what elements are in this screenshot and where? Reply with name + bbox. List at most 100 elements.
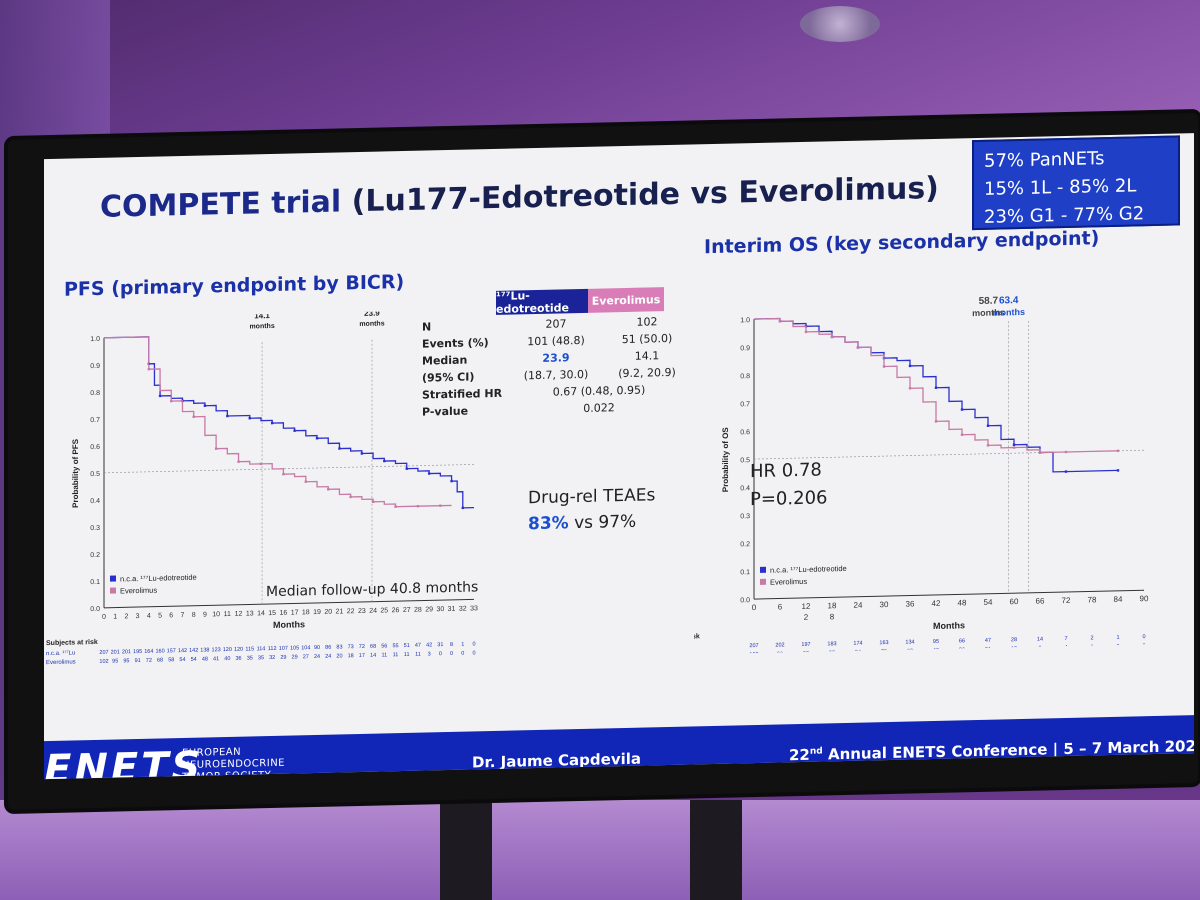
censor-mark [934, 386, 938, 389]
row-value-everolimus: 14.1 [634, 349, 660, 363]
y-tick-label: 0.9 [90, 363, 100, 370]
censor-mark [1038, 451, 1042, 454]
risk-count: 102 [749, 652, 758, 654]
info-text-2: 15% 1L - 85% 2L [984, 175, 1137, 200]
censor-mark [908, 364, 912, 368]
x-tick-label: 25 [380, 607, 388, 614]
censor-mark [349, 495, 352, 499]
tv-stand-right [690, 800, 742, 900]
y-tick-label: 0.1 [90, 579, 100, 586]
risk-count: 29 [292, 654, 298, 660]
risk-count: 197 [801, 642, 810, 648]
info-line-1: 57% PanNETs [984, 144, 1168, 176]
legend-swatch [110, 587, 116, 594]
floor [0, 800, 1200, 900]
row-value-p: 0.022 [583, 401, 615, 415]
enets-logo: ENETS [44, 743, 204, 780]
x-tick-label: 4 [147, 613, 151, 620]
risk-count: 1 [461, 642, 464, 648]
x-tick-label: 19 [313, 609, 321, 616]
y-tick-label: 0.4 [90, 498, 100, 505]
y-tick-label: 0.4 [740, 485, 750, 492]
x-tick-label: 13 [246, 610, 254, 617]
risk-count: 32 [269, 655, 275, 661]
x-tick-label: 22 [347, 608, 355, 615]
censor-mark [830, 335, 834, 339]
censor-mark [338, 447, 341, 450]
censor-mark [1012, 443, 1016, 446]
slide: COMPETE trial (Lu177-Edotreotide vs Ever… [44, 133, 1194, 780]
censor-mark [147, 367, 151, 371]
x-tick-label: 17 [291, 609, 299, 616]
censor-mark [371, 500, 375, 504]
display-monitor: COMPETE trial (Lu177-Edotreotide vs Ever… [8, 112, 1198, 811]
censor-mark [856, 346, 860, 349]
censor-mark [1064, 470, 1068, 473]
risk-count: 164 [144, 649, 153, 655]
risk-count: 11 [381, 652, 387, 658]
risk-count: 20 [336, 653, 342, 659]
x-tick-label: 9 [203, 611, 207, 618]
censor-mark [986, 424, 990, 427]
risk-count: 40 [224, 656, 230, 662]
legend-label: n.c.a. ¹⁷⁷Lu-edotreotide [770, 564, 847, 575]
risk-count: 104 [301, 645, 310, 651]
x-tick-label: 24 [854, 601, 863, 610]
risk-count: 1 [1116, 635, 1119, 641]
risk-count: 0 [472, 641, 475, 647]
risk-count: 3 [428, 651, 431, 657]
median-unit-label: months [249, 323, 274, 331]
risk-count: 174 [853, 641, 862, 647]
x-tick-label: 0 [102, 614, 106, 621]
censor-mark [214, 447, 218, 450]
risk-count: 90 [829, 650, 835, 654]
risk-count: 157 [167, 648, 176, 654]
x-tick-label: 54 [984, 598, 993, 607]
risk-count: 0 [450, 651, 453, 657]
risk-count: 48 [202, 656, 208, 662]
risk-count: 2 [1090, 635, 1093, 641]
risk-count: 114 [257, 646, 266, 652]
censor-mark [960, 408, 964, 411]
x-tick-label: 10 [212, 611, 220, 618]
y-tick-label: 0.7 [740, 401, 750, 408]
risk-count: 8 [450, 642, 453, 648]
pfs-summary-table: N 207 102 Events (%) 101 (48.8) 51 (50.0) Me… [422, 312, 692, 420]
y-tick-label: 0.3 [90, 525, 100, 532]
y-tick-label: 1.0 [740, 317, 750, 324]
risk-count: 18 [348, 653, 354, 659]
censor-mark [248, 416, 251, 420]
legend-label: n.c.a. ¹⁷⁷Lu-edotreotide [120, 573, 197, 584]
x-tick-label: 3 [136, 613, 140, 620]
x-tick-label: 29 [425, 606, 433, 613]
risk-count: 62 [907, 648, 913, 654]
risk-count: 68 [370, 644, 376, 650]
y-tick-label: 0.8 [90, 390, 100, 397]
km-curve-lu-edotreotide [754, 317, 1118, 473]
risk-count: 107 [279, 646, 288, 652]
risk-count: 24 [325, 654, 331, 660]
x-tick-label: 11 [224, 611, 231, 618]
risk-count: 30 [959, 647, 965, 653]
risk-count: 142 [178, 648, 187, 654]
ceiling-sensor [800, 6, 880, 42]
risk-count: 72 [146, 658, 152, 664]
censor-mark [450, 479, 453, 483]
x-tick-label: 84 [1114, 595, 1123, 604]
x-tick-label: 6 [778, 602, 783, 611]
y-tick-label: 0.0 [740, 597, 750, 604]
censor-mark [360, 452, 364, 455]
slide-footer: ENETS EUROPEAN NEUROENDOCRINE TUMOR SOCI… [44, 715, 1194, 780]
risk-count: 0 [1142, 643, 1145, 649]
risk-count: 120 [234, 647, 243, 653]
risk-count: 90 [314, 645, 320, 651]
risk-count: 54 [179, 657, 185, 663]
censor-mark [293, 429, 296, 432]
median-value-label: 63.4 [999, 295, 1019, 306]
row-value-everolimus: 51 (50.0) [621, 331, 673, 347]
censor-mark [270, 421, 274, 425]
x-axis-label: Months [933, 620, 965, 631]
row-value-hr: 0.67 (0.48, 0.95) [552, 383, 646, 399]
risk-count: 115 [245, 646, 254, 652]
risk-count: 68 [157, 657, 163, 663]
